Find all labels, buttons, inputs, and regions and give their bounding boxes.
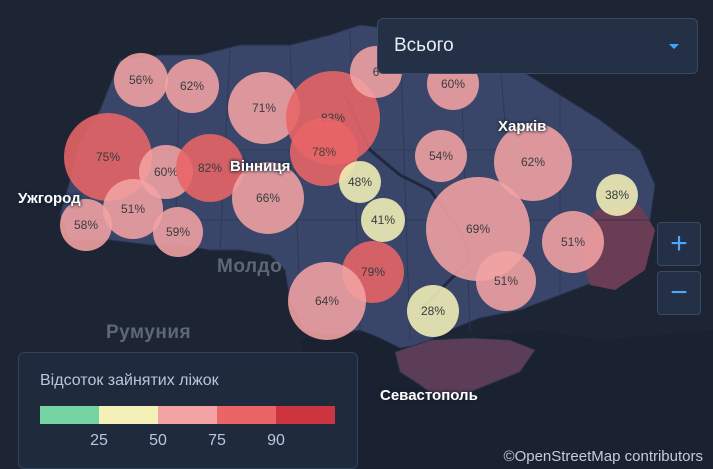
region-bubble-label: 56% — [128, 73, 154, 87]
region-bubble[interactable]: 28% — [407, 285, 459, 337]
region-bubble-label: 60% — [153, 165, 179, 179]
zoom-out-button[interactable]: − — [657, 271, 701, 315]
filter-dropdown-value: Всього — [394, 35, 454, 56]
region-bubble-label: 28% — [420, 304, 446, 318]
region-bubble[interactable]: 62% — [165, 59, 219, 113]
filter-dropdown[interactable]: Всього — [377, 18, 698, 74]
region-bubble-label: 51% — [560, 235, 586, 249]
region-bubble[interactable]: 48% — [339, 161, 381, 203]
legend-swatch — [99, 406, 158, 424]
city-label-sevastopol: Севастополь — [380, 387, 478, 404]
region-bubble[interactable]: 41% — [361, 198, 405, 242]
region-bubble-label: 48% — [347, 175, 373, 189]
region-bubble-label: 66% — [255, 191, 281, 205]
region-bubble-label: 38% — [604, 188, 630, 202]
region-bubble-label: 71% — [251, 101, 277, 115]
region-bubble-label: 64% — [314, 294, 340, 308]
region-bubble[interactable]: 58% — [60, 199, 112, 251]
region-bubble-label: 51% — [120, 202, 146, 216]
region-bubble[interactable]: 54% — [415, 130, 467, 182]
map-attribution[interactable]: ©OpenStreetMap contributors — [503, 448, 703, 465]
region-bubble-label: 79% — [360, 265, 386, 279]
city-label-uzhhorod: Ужгород — [18, 190, 81, 207]
city-label-vinnytsia: Вінниця — [230, 158, 291, 175]
region-bubble-label: 82% — [197, 161, 223, 175]
region-bubble[interactable]: 66% — [232, 162, 304, 234]
chevron-down-icon — [669, 44, 679, 49]
legend-swatch — [276, 406, 335, 424]
region-bubble[interactable]: 56% — [114, 53, 168, 107]
crimea-shape — [394, 337, 536, 401]
region-bubble-label: 60% — [440, 77, 466, 91]
city-label-kharkiv: Харків — [498, 118, 547, 135]
region-bubble[interactable]: 64% — [288, 262, 366, 340]
legend-swatch — [158, 406, 217, 424]
legend-tick: 90 — [267, 432, 285, 449]
legend-swatch — [40, 406, 99, 424]
region-bubble-label: 51% — [493, 274, 519, 288]
region-bubble-label: 58% — [73, 218, 99, 232]
region-bubble-label: 6 — [372, 65, 380, 79]
legend-tick: 50 — [149, 432, 167, 449]
region-bubble[interactable]: 78% — [290, 118, 358, 186]
legend-tick: 75 — [208, 432, 226, 449]
region-bubble-label: 78% — [311, 145, 337, 159]
legend-swatch — [217, 406, 276, 424]
region-bubble-label: 62% — [520, 155, 546, 169]
legend-tick: 25 — [90, 432, 108, 449]
zoom-in-button[interactable]: + — [657, 222, 701, 266]
region-bubble-label: 59% — [165, 225, 191, 239]
region-bubble[interactable]: 51% — [476, 251, 536, 311]
legend-color-bar — [40, 406, 335, 424]
region-bubble[interactable]: 59% — [153, 207, 203, 257]
region-bubble-label: 75% — [95, 150, 121, 164]
region-bubble[interactable]: 38% — [596, 174, 638, 216]
region-bubble-label: 54% — [428, 149, 454, 163]
legend-title: Відсоток зайнятих ліжок — [40, 372, 219, 389]
country-label-moldova: Молдо — [217, 256, 283, 277]
region-bubble-label: 62% — [179, 79, 205, 93]
region-bubble[interactable]: 51% — [542, 211, 604, 273]
region-bubble-label: 41% — [370, 213, 396, 227]
region-bubble-label: 69% — [465, 222, 491, 236]
legend: Відсоток зайнятих ліжок 25 50 75 90 — [18, 352, 358, 469]
country-label-romania: Румуния — [106, 322, 192, 343]
